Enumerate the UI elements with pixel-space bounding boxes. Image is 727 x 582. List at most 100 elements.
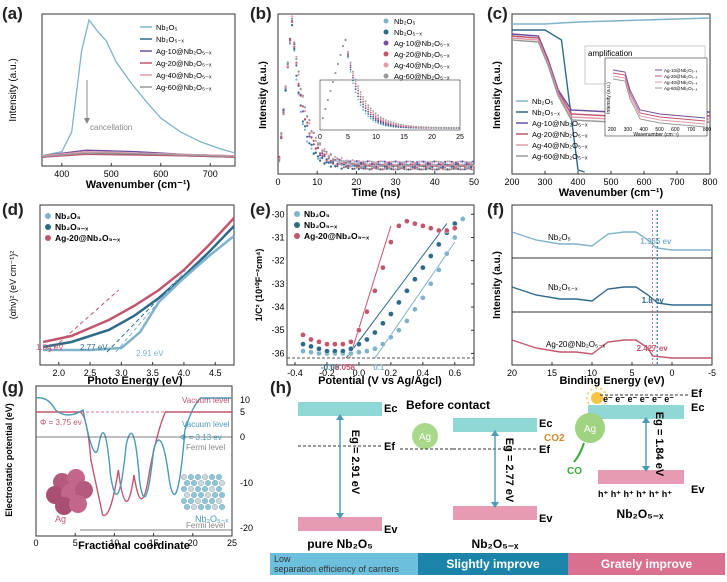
panel-e-point [340, 341, 346, 347]
panel-b-inset-point [379, 120, 382, 123]
panel-f-trace-label: Nb₂O₅ [548, 233, 571, 242]
panel-b-inset-point [397, 123, 400, 126]
panel-b-point [295, 55, 298, 58]
panel-f-tick-label: 0 [669, 368, 674, 378]
panel-b-point [293, 49, 296, 52]
panel-e-intercept-label: -0.08 [321, 363, 340, 372]
panel-b-point [446, 164, 449, 167]
panel-b-point [448, 168, 451, 171]
panel-b-inset-point [364, 100, 367, 103]
panel-e-point [364, 336, 370, 343]
h-ec-3: Ec [691, 402, 704, 414]
panel-b-inset-point [362, 98, 364, 101]
panel-a-series-line [41, 18, 236, 157]
panel-b-point [334, 155, 337, 158]
panel-b-inset-point [379, 117, 382, 120]
panel-b-point [293, 41, 296, 44]
panel-b-inset-point [349, 66, 352, 69]
panel-b-inset-point [407, 125, 410, 127]
panel-b-point [303, 128, 307, 131]
panel-g-crystal-atom [180, 486, 187, 493]
panel-b-point [459, 160, 462, 163]
panel-c-inset-tick-label: 700 [687, 127, 696, 133]
panel-b-point [295, 74, 298, 77]
panel-b-inset-point [354, 91, 357, 94]
panel-b-inset-point [400, 123, 402, 126]
panel-b-inset-point [367, 115, 370, 118]
panel-b-inset-point [339, 54, 342, 56]
panel-b-inset-point [334, 72, 337, 74]
panel-d-tick-label: 3.5 [146, 368, 159, 378]
panel-g-ytick-label: -10 [240, 478, 253, 488]
panel-b-point [284, 85, 287, 88]
panel-b-point [383, 162, 386, 165]
panel-b-point [381, 165, 384, 168]
panel-g-crystal-atom [183, 480, 190, 487]
panel-b-point [325, 150, 328, 153]
panel-a-letter: (a) [2, 4, 23, 23]
panel-b-point [433, 168, 436, 171]
h-ev-1: Ev [384, 524, 398, 536]
panel-b-point [457, 167, 460, 171]
panel-b-inset-point [337, 63, 339, 65]
panel-b-inset-point [344, 38, 347, 41]
panel-b-point [388, 161, 391, 164]
panel-b-point [437, 168, 440, 171]
panel-c-tick-label: 800 [702, 177, 717, 187]
panel-b-inset-point [425, 126, 427, 129]
panel-b-inset-point [369, 107, 372, 110]
panel-b-point [437, 162, 440, 165]
panel-b-point [314, 139, 317, 143]
legend-entry: Ag-60@Nb₂O₅₋ₓ [394, 72, 450, 81]
panel-b-inset-point [372, 117, 375, 120]
panel-g-crystal-atom [197, 480, 204, 487]
panel-b-point [301, 110, 304, 113]
panel-b-inset-point [354, 85, 357, 88]
panel-b-point [450, 160, 453, 163]
panel-b-point [426, 161, 429, 165]
h-co2: CO2 [544, 433, 565, 444]
panel-a-arrowhead [84, 118, 90, 124]
panel-b-point [444, 168, 447, 171]
panel-b-inset-point [354, 82, 357, 85]
panel-g-ytick-label: 10 [240, 395, 250, 405]
panel-b-point [392, 160, 395, 163]
panel-b-inset-frame [319, 79, 461, 131]
panel-b-point [426, 167, 429, 170]
panel-b-point [286, 64, 289, 68]
panel-b-point [390, 163, 393, 166]
panel-b-inset-point [445, 126, 448, 129]
panel-a-annotation: cancellation [90, 123, 132, 132]
panel-b-point [340, 167, 343, 170]
panel-g-phi-ag: Φ = 3.75 ev [40, 418, 82, 427]
panel-g-ytick-label: 0 [240, 432, 245, 442]
panel-b-inset-point [410, 125, 412, 128]
panel-b-point [416, 165, 419, 168]
panel-b-point [390, 160, 393, 163]
panel-b-point [340, 156, 343, 160]
panel-f-xlabel: Binding Energy (eV) [559, 375, 664, 387]
panel-e-point [396, 327, 402, 334]
panel-b-point [398, 162, 401, 165]
h-vb-2 [453, 506, 537, 520]
panel-b-inset-point [374, 119, 377, 122]
panel-b-xlabel: Time (ns) [352, 187, 401, 199]
panel-b-point [416, 163, 419, 166]
panel-b-inset-point [349, 71, 352, 73]
panel-c-inset-tick-label: 600 [671, 127, 680, 133]
panel-g-crystal-atom [183, 504, 190, 511]
panel-g-fermi2: Fermi level [186, 521, 225, 530]
panel-e-ytick-label: -30 [271, 209, 284, 219]
panel-e-point [443, 227, 450, 234]
panel-b-inset-point [437, 126, 440, 129]
panel-b-point [338, 162, 341, 165]
panel-b-point [457, 163, 460, 166]
panel-b-point [405, 164, 408, 167]
panel-b-inset-point [369, 117, 372, 120]
panel-b-point [295, 78, 298, 81]
panel-b-inset-point [374, 114, 377, 116]
panel-b-inset-point [392, 122, 395, 124]
panel-b-inset-point [364, 105, 367, 107]
panel-e-point [404, 218, 410, 225]
panel-b-inset-point [349, 64, 352, 67]
